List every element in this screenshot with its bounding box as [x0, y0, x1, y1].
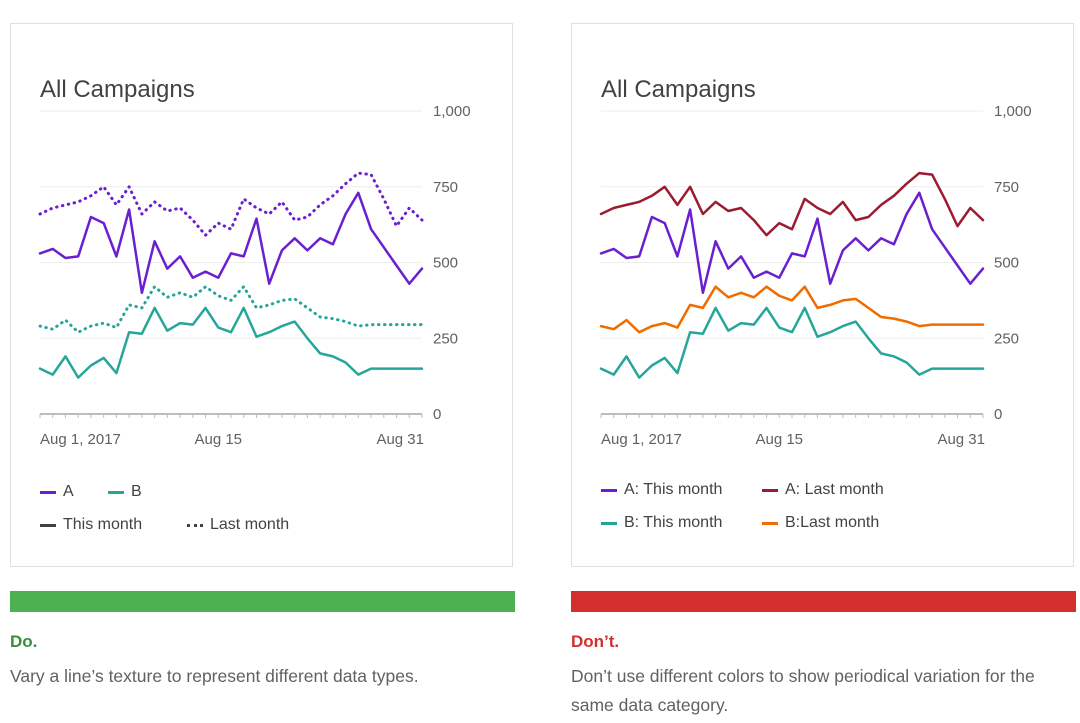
legend-label-b-this-month: B: This month [624, 514, 723, 531]
legend-item-b-last-month: B:Last month [762, 514, 879, 532]
series-line-2 [38, 306, 424, 379]
legend-item-b: B [108, 483, 142, 501]
x-tick-label: Aug 31 [376, 431, 424, 448]
legend-swatch-solid [40, 523, 56, 527]
series-line-1 [599, 171, 985, 237]
x-tick-label: Aug 31 [937, 431, 985, 448]
series-line-0 [38, 191, 424, 295]
y-tick-label: 1,000 [433, 103, 471, 120]
series-line-dotted-1 [38, 171, 424, 237]
x-tick-label: Aug 1, 2017 [40, 431, 121, 448]
legend-swatch-b [108, 490, 124, 494]
legend-swatch-a [40, 490, 56, 494]
do-panel: All Campaigns 0 250 500 750 1,000 Aug 1, 2017… [10, 0, 515, 723]
dont-indicator-bar [571, 591, 1076, 612]
chart-title: All Campaigns [40, 76, 195, 103]
legend-item-a-this-month: A: This month [601, 481, 722, 499]
legend-item-a-last-month: A: Last month [762, 481, 884, 499]
legend-item-last-month: Last month [187, 516, 289, 534]
chart-title: All Campaigns [601, 76, 756, 103]
chart-card: All Campaigns 0 250 500 750 1,000 Aug 1, 2017… [571, 23, 1074, 567]
legend-swatch-a-last [762, 488, 778, 492]
x-tick-label: Aug 15 [755, 431, 803, 448]
dont-panel: All Campaigns 0 250 500 750 1,000 Aug 1, 2017… [571, 0, 1076, 723]
legend-label-b: B [131, 483, 142, 500]
dont-description: Don’t use different colors to show perio… [571, 666, 1035, 715]
x-tick-label: Aug 15 [194, 431, 242, 448]
line-chart: 0 250 500 750 1,000 Aug 1, 2017 Aug 15 Aug 31 [38, 103, 471, 448]
legend-label-b-last-month: B:Last month [785, 514, 880, 531]
y-tick-label: 750 [433, 179, 458, 196]
series-line-0 [599, 191, 985, 295]
y-tick-label: 250 [433, 330, 458, 347]
chart-card: All Campaigns 0 250 500 750 1,000 Aug 1, 2017… [10, 23, 513, 567]
y-tick-label: 500 [994, 255, 1019, 272]
line-chart: 0 250 500 750 1,000 Aug 1, 2017 Aug 15 Aug 31 [599, 103, 1032, 448]
do-description: Vary a line’s texture to represent diffe… [10, 666, 419, 686]
legend-item-b-this-month: B: This month [601, 514, 722, 532]
dont-heading: Don’t. [571, 632, 620, 651]
y-tick-label: 250 [994, 330, 1019, 347]
legend-swatch-dotted [187, 523, 203, 527]
y-tick-label: 0 [994, 406, 1002, 423]
do-heading: Do. [10, 632, 38, 651]
legend-label-a: A [63, 483, 74, 500]
series-line-3 [599, 285, 985, 334]
legend-swatch-b-this [601, 521, 617, 525]
x-tick-label: Aug 1, 2017 [601, 431, 682, 448]
y-tick-label: 500 [433, 255, 458, 272]
legend-label-last-month: Last month [210, 516, 290, 533]
legend-item-a: A [40, 483, 74, 501]
do-indicator-bar [10, 591, 515, 612]
legend-item-this-month: This month [40, 516, 142, 534]
legend-label-this-month: This month [63, 516, 143, 533]
y-tick-label: 0 [433, 406, 441, 423]
legend-swatch-b-last [762, 521, 778, 525]
legend-label-a-this-month: A: This month [624, 481, 723, 498]
legend-label-a-last-month: A: Last month [785, 481, 884, 498]
legend-swatch-a-this [601, 488, 617, 492]
series-line-2 [599, 306, 985, 379]
y-tick-label: 750 [994, 179, 1019, 196]
y-tick-label: 1,000 [994, 103, 1032, 120]
series-line-dotted-3 [38, 285, 424, 334]
